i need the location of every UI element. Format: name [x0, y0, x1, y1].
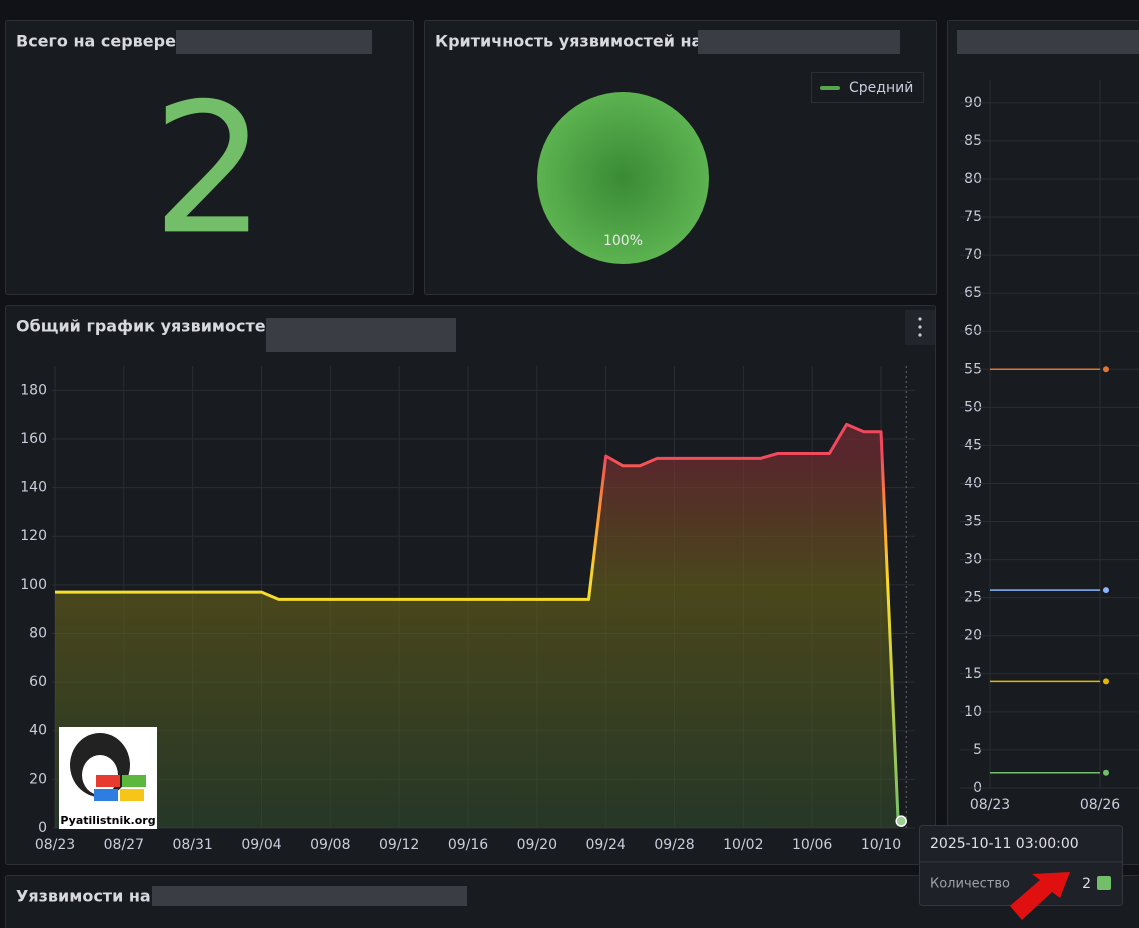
pie-title: Критичность уязвимостей на — [435, 32, 702, 51]
y-tick-label: 60 — [29, 674, 47, 690]
tooltip-time: 2025-10-11 03:00:00 — [930, 836, 1079, 852]
watermark-flag — [96, 775, 120, 787]
y-tick-label: 120 — [20, 528, 47, 544]
bottom-title: Уязвимости на — [16, 887, 151, 906]
series-area — [55, 424, 899, 828]
menu-dot — [918, 333, 922, 337]
redacted — [698, 30, 900, 54]
x-tick-label: 09/16 — [448, 837, 488, 853]
x-tick-label: 08/26 — [1080, 797, 1120, 813]
y-tick-label: 100 — [20, 577, 47, 593]
y-tick-label: 40 — [29, 723, 47, 739]
x-tick-label: 09/28 — [654, 837, 694, 853]
y-tick-label: 140 — [20, 480, 47, 496]
series-point — [1103, 769, 1109, 776]
watermark-text: Pyatilistnik.org — [60, 814, 155, 827]
redacted — [266, 318, 456, 352]
x-tick-label: 08/27 — [104, 837, 144, 853]
x-tick-label: 08/23 — [35, 837, 75, 853]
x-tick-label: 09/24 — [585, 837, 625, 853]
y-tick-label: 0 — [38, 820, 47, 836]
x-tick-label: 09/20 — [517, 837, 557, 853]
watermark-flag — [94, 789, 118, 801]
watermark-flag — [122, 775, 146, 787]
series-point — [1103, 678, 1109, 685]
menu-dot — [918, 317, 922, 321]
x-tick-label: 09/04 — [241, 837, 281, 853]
x-tick-label: 09/12 — [379, 837, 419, 853]
pie-label: 100% — [603, 233, 643, 249]
series-point — [1103, 366, 1109, 373]
stat-title: Всего на сервере — [16, 32, 176, 51]
redacted — [152, 886, 467, 906]
tooltip-value: 2 — [1082, 876, 1091, 892]
tooltip-label: Количество — [930, 877, 1010, 892]
y-tick-label: 180 — [20, 382, 47, 398]
stat-value: 2 — [152, 65, 267, 274]
hover-point — [895, 815, 907, 827]
redacted — [957, 30, 1139, 54]
main-title: Общий график уязвимостей — [16, 317, 277, 336]
x-tick-label: 09/08 — [310, 837, 350, 853]
redacted — [176, 30, 372, 54]
pie-slice — [537, 92, 709, 264]
x-tick-label: 10/06 — [792, 837, 832, 853]
series-line — [55, 422, 900, 824]
watermark-flag — [120, 789, 144, 801]
series-point — [1103, 587, 1109, 594]
menu-dot — [918, 325, 922, 329]
x-tick-label: 10/02 — [723, 837, 763, 853]
y-tick-label: 160 — [20, 431, 47, 447]
legend-box — [811, 72, 924, 103]
red-arrow — [1010, 872, 1070, 920]
x-tick-label: 08/23 — [970, 797, 1010, 813]
x-tick-label: 08/31 — [172, 837, 212, 853]
stat-panel — [5, 20, 414, 295]
x-tick-label: 10/10 — [861, 837, 901, 853]
y-tick-label: 80 — [29, 625, 47, 641]
legend-label: Средний — [849, 80, 913, 96]
tooltip-swatch — [1097, 876, 1111, 890]
y-tick-label: 20 — [29, 771, 47, 787]
